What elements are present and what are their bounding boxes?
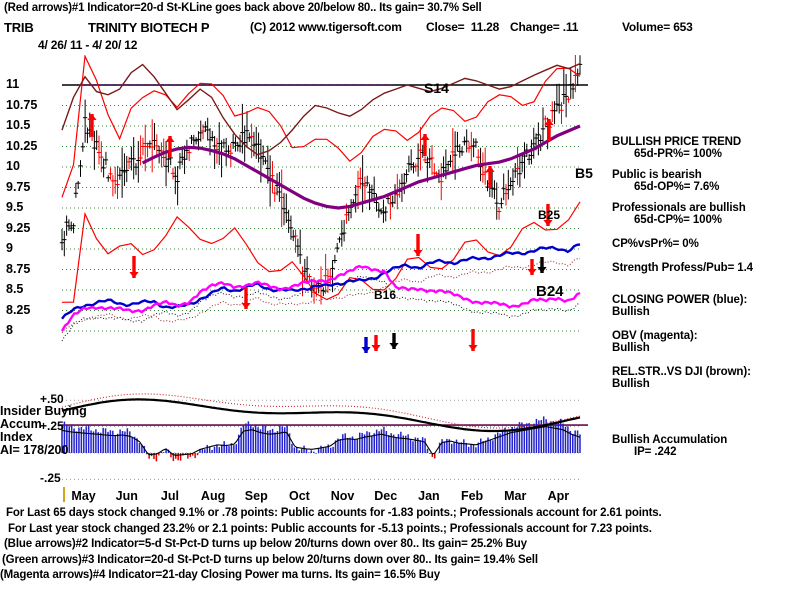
price-tick-10: 10 [6, 159, 20, 173]
buy-label-b16: B16 [374, 288, 397, 302]
company-name: TRINITY BIOTECH P [88, 20, 210, 35]
summary-panel: BULLISH PRICE TREND 65d-PR%= 100% Public… [612, 136, 800, 467]
buy-label-b24: B24 [536, 283, 564, 300]
relative-strength-title: REL.STR..VS DJI (brown): [612, 366, 751, 378]
accum-tick-plus25: +.25 [40, 418, 64, 433]
insider-line-3: Index [0, 430, 33, 444]
trend-block: BULLISH PRICE TREND 65d-PR%= 100% [612, 136, 800, 160]
price-tick-9: 9 [6, 241, 13, 255]
insider-line-4: AI= 178/200 [0, 443, 69, 457]
price-tick-10-25: 10.25 [6, 138, 38, 153]
public-value: 65d-OP%= 7.6% [634, 181, 720, 193]
month-label-jan: Jan [418, 489, 440, 503]
price-tick-9-25: 9.25 [6, 220, 31, 235]
footer-line-5: (Magenta arrows)#4 Indicator=21-day Clos… [0, 569, 440, 582]
professionals-value: 65d-CP%= 100% [634, 214, 722, 226]
obv-block: OBV (magenta): Bullish [612, 330, 800, 354]
price-chart-plot [0, 55, 592, 485]
accumulation-title: Bullish Accumulation [612, 434, 728, 446]
price-tick-8-5: 8.5 [6, 282, 24, 296]
price-tick-10-75: 10.75 [6, 97, 38, 112]
strength-value: Strength Profess/Pub= 1.4 [612, 262, 753, 274]
month-label-jun: Jun [115, 489, 138, 503]
month-label-apr: Apr [547, 489, 570, 503]
month-label-mar: Mar [504, 489, 527, 503]
insider-buying-label: Insider Buying Accum Index AI= 178/200 [0, 405, 87, 457]
price-tick-10-5: 10.5 [6, 118, 31, 132]
strength-block: Strength Profess/Pub= 1.4 [612, 262, 800, 274]
accumulation-value: IP= .242 [634, 446, 677, 458]
obv-line [60, 264, 581, 342]
obv-title: OBV (magenta): [612, 330, 698, 342]
price-tick-8-25: 8.25 [6, 302, 31, 317]
closing-power-value: Bullish [612, 306, 650, 318]
axis-origin-tick [63, 487, 65, 502]
month-label-oct: Oct [288, 489, 310, 503]
accum-tick-minus25: -.25 [40, 471, 61, 486]
price-tick-8-75: 8.75 [6, 261, 31, 276]
accumulation-block: Bullish Accumulation IP= .242 [612, 434, 800, 458]
footer-line-2: For Last year stock changed 23.2% or 2.1… [8, 522, 652, 535]
month-label-dec: Dec [374, 489, 398, 503]
footer-line-3: (Blue arrows)#2 Indicator=5-d St-Pct-D t… [4, 538, 527, 551]
insider-line-1: Insider Buying [0, 404, 87, 418]
price-tick-9-75: 9.75 [6, 179, 31, 194]
ticker-symbol: TRIB [4, 20, 34, 35]
price-change: Change= .11 [510, 20, 579, 34]
price-tick-11: 11 [6, 77, 20, 91]
professionals-title: Professionals are bullish [612, 202, 746, 214]
footer-line-4: (Green arrows)#3 Indicator=20-d St-Pct-D… [2, 553, 538, 566]
professionals-block: Professionals are bullish 65d-CP%= 100% [612, 202, 800, 226]
month-label-feb: Feb [460, 489, 484, 503]
month-label-sep: Sep [244, 489, 268, 503]
buy-label-b5: B5 [575, 165, 593, 181]
month-label-nov: Nov [330, 489, 355, 503]
price-tick-9-5: 9.5 [6, 200, 24, 214]
closing-power-title: CLOSING POWER (blue): [612, 294, 748, 306]
price-bars [59, 55, 583, 305]
sell-label-s14: S14 [424, 80, 449, 96]
month-label-may: May [71, 489, 96, 503]
gridlines [62, 84, 588, 332]
footer-line-1: For Last 65 days stock changed 9.1% or .… [6, 507, 662, 519]
public-title: Public is bearish [612, 169, 702, 181]
month-label-jul: Jul [160, 489, 179, 503]
bollinger-bands [61, 55, 581, 303]
public-block: Public is bearish 65d-OP%= 7.6% [612, 169, 800, 193]
closing-power-block: CLOSING POWER (blue): Bullish [612, 294, 800, 318]
cp-vs-pr-block: CP%vsPr%= 0% [612, 238, 800, 250]
trend-title: BULLISH PRICE TREND [612, 136, 742, 148]
buy-label-b25: B25 [538, 208, 561, 222]
chart-svg [58, 55, 588, 480]
copyright-notice: (C) 2012 www.tigersoft.com [250, 20, 402, 34]
volume-value: Volume= 653 [622, 20, 693, 34]
closing-power-line [61, 243, 581, 334]
indicator-1-headline: (Red arrows)#1 Indicator=20-d St-KLine g… [4, 2, 482, 14]
relative-strength-block: REL.STR..VS DJI (brown): Bullish [612, 366, 800, 390]
accumulation-histogram [58, 393, 588, 480]
signal-arrows [87, 114, 554, 353]
month-label-aug: Aug [200, 489, 226, 503]
close-price: Close= 11.28 [426, 20, 500, 34]
moving-average-line [141, 124, 581, 210]
obv-value: Bullish [612, 342, 650, 354]
relative-strength-line [61, 63, 581, 156]
date-range: 4/ 26/ 11 - 4/ 20/ 12 [38, 38, 138, 52]
insider-line-2: Accum [0, 417, 42, 431]
cp-vs-pr-value: CP%vsPr%= 0% [612, 238, 699, 250]
relative-strength-value: Bullish [612, 378, 650, 390]
footer-notes: For Last 65 days stock changed 9.1% or .… [0, 506, 800, 584]
trend-value: 65d-PR%= 100% [634, 148, 722, 160]
accum-tick-plus50: +.50 [40, 392, 64, 407]
price-tick-8: 8 [6, 323, 13, 337]
